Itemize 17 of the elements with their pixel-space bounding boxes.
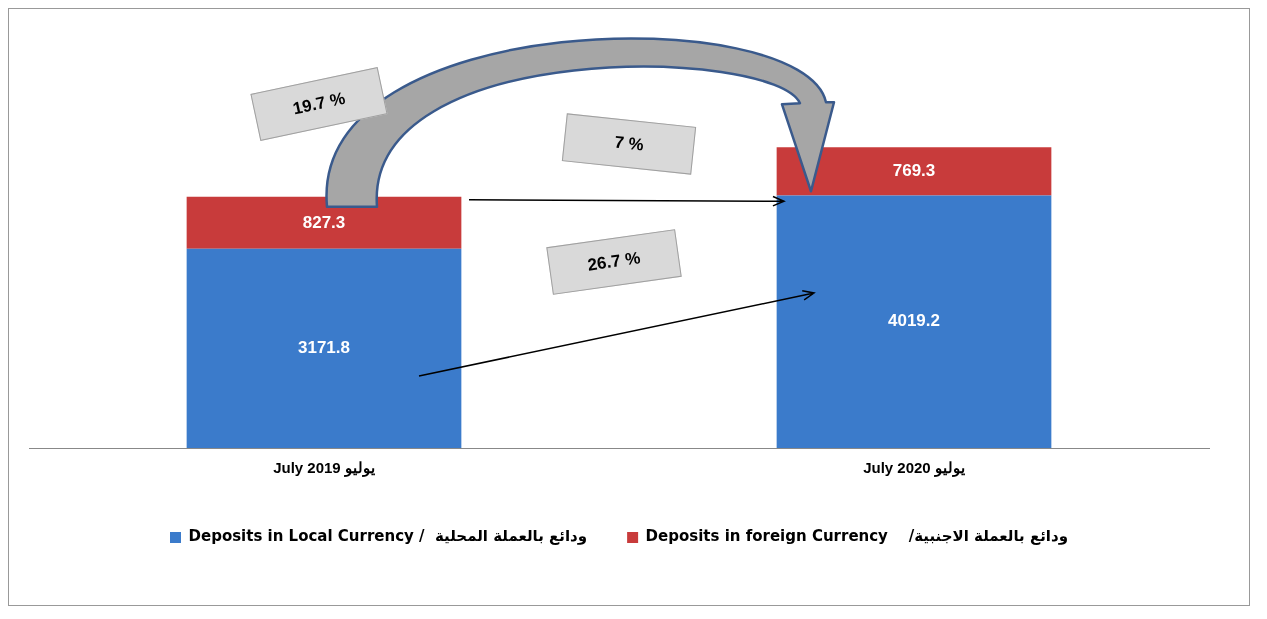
label-box: 7 % [561,113,697,175]
x-tick-label: July 2019 يوليو [273,459,375,478]
data-label: 4019.2 [888,311,940,331]
bar [186,196,462,249]
data-label: 827.3 [302,212,346,232]
legend-label: Deposits in foreign Currency /ودائع بالعملة الاجنبية [645,527,1068,546]
label-box: 19.7 % [250,67,388,142]
bar [186,248,462,448]
annotation: 7 % [613,132,645,156]
x-tick-label: July 2020 يوليو [863,459,965,478]
legend-label: Deposits in Local Currency / ودائع بالعملة المحلية [188,527,588,546]
data-label: 769.3 [892,161,936,181]
label-box: 26.7 % [546,229,682,295]
annotation: 26.7 % [586,248,642,276]
bar [776,195,1052,448]
data-label: 3171.8 [298,338,350,358]
bar [776,147,1052,196]
